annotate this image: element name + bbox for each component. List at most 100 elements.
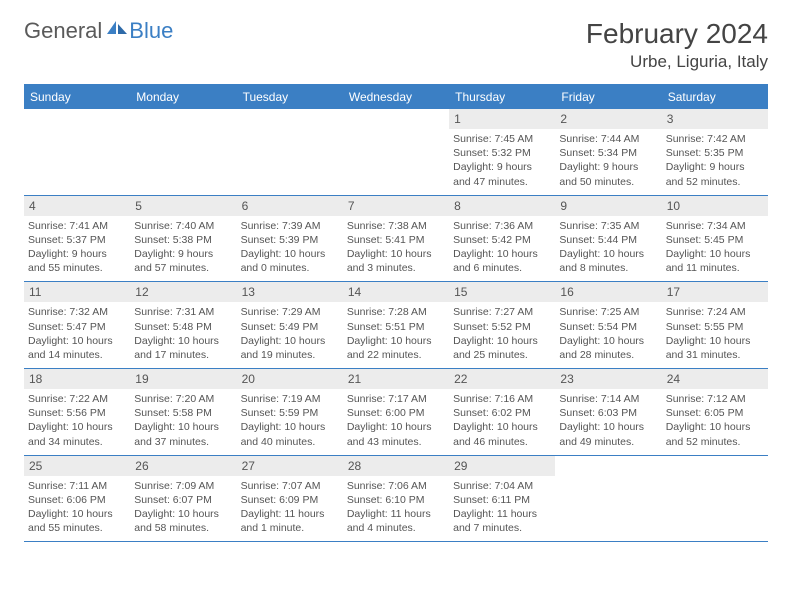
day-detail-line: Daylight: 9 hours <box>666 160 764 174</box>
day-detail-line: Daylight: 10 hours <box>559 247 657 261</box>
weekday-header: Sunday <box>24 86 130 109</box>
day-detail-line: Sunrise: 7:31 AM <box>134 305 232 319</box>
day-detail-line: Sunset: 6:09 PM <box>241 493 339 507</box>
day-detail-line: and 40 minutes. <box>241 435 339 449</box>
day-detail-line: Sunset: 5:51 PM <box>347 320 445 334</box>
day-number: 7 <box>343 196 449 216</box>
calendar-day-cell <box>555 456 661 542</box>
day-detail-line: Daylight: 10 hours <box>666 334 764 348</box>
day-detail-line: and 25 minutes. <box>453 348 551 362</box>
day-detail-line: Sunset: 6:03 PM <box>559 406 657 420</box>
calendar-day-cell: 5Sunrise: 7:40 AMSunset: 5:38 PMDaylight… <box>130 196 236 282</box>
calendar-day-cell <box>130 109 236 195</box>
calendar-day-cell: 15Sunrise: 7:27 AMSunset: 5:52 PMDayligh… <box>449 282 555 368</box>
day-detail-line: and 49 minutes. <box>559 435 657 449</box>
weekday-header: Saturday <box>662 86 768 109</box>
day-detail-line: and 50 minutes. <box>559 175 657 189</box>
calendar-day-cell: 21Sunrise: 7:17 AMSunset: 6:00 PMDayligh… <box>343 369 449 455</box>
day-detail-line: Sunset: 6:06 PM <box>28 493 126 507</box>
day-number: 18 <box>24 369 130 389</box>
day-detail-line: Sunrise: 7:36 AM <box>453 219 551 233</box>
day-detail-line: Daylight: 10 hours <box>666 247 764 261</box>
day-detail-line: and 3 minutes. <box>347 261 445 275</box>
day-number: 19 <box>130 369 236 389</box>
day-detail-line: Daylight: 10 hours <box>28 334 126 348</box>
calendar-day-cell: 1Sunrise: 7:45 AMSunset: 5:32 PMDaylight… <box>449 109 555 195</box>
day-detail-line: Sunrise: 7:25 AM <box>559 305 657 319</box>
calendar-day-cell: 23Sunrise: 7:14 AMSunset: 6:03 PMDayligh… <box>555 369 661 455</box>
day-number: 29 <box>449 456 555 476</box>
day-number: 28 <box>343 456 449 476</box>
day-detail-line: Sunrise: 7:27 AM <box>453 305 551 319</box>
day-detail-line: Sunrise: 7:40 AM <box>134 219 232 233</box>
day-detail-line: Daylight: 10 hours <box>453 420 551 434</box>
weekday-header: Thursday <box>449 86 555 109</box>
day-detail-line: Sunset: 5:37 PM <box>28 233 126 247</box>
day-detail-line: and 1 minute. <box>241 521 339 535</box>
day-detail-line: and 57 minutes. <box>134 261 232 275</box>
day-detail-line: Daylight: 10 hours <box>559 334 657 348</box>
calendar-day-cell: 17Sunrise: 7:24 AMSunset: 5:55 PMDayligh… <box>662 282 768 368</box>
day-detail-line: Sunset: 5:54 PM <box>559 320 657 334</box>
day-detail-line: Sunrise: 7:14 AM <box>559 392 657 406</box>
day-detail-line: and 8 minutes. <box>559 261 657 275</box>
day-number: 11 <box>24 282 130 302</box>
day-detail-line: and 31 minutes. <box>666 348 764 362</box>
day-detail-line: Daylight: 11 hours <box>241 507 339 521</box>
day-number: 2 <box>555 109 661 129</box>
day-detail-line: Daylight: 10 hours <box>28 507 126 521</box>
weekday-header: Monday <box>130 86 236 109</box>
calendar-day-cell: 22Sunrise: 7:16 AMSunset: 6:02 PMDayligh… <box>449 369 555 455</box>
day-detail-line: Daylight: 10 hours <box>241 420 339 434</box>
day-detail-line: Sunrise: 7:34 AM <box>666 219 764 233</box>
day-detail-line: Sunrise: 7:09 AM <box>134 479 232 493</box>
calendar-week-row: 25Sunrise: 7:11 AMSunset: 6:06 PMDayligh… <box>24 456 768 543</box>
day-detail-line: Sunrise: 7:44 AM <box>559 132 657 146</box>
day-detail-line: and 37 minutes. <box>134 435 232 449</box>
weekday-header: Friday <box>555 86 661 109</box>
day-detail-line: Sunset: 6:11 PM <box>453 493 551 507</box>
day-detail-line: Daylight: 9 hours <box>559 160 657 174</box>
day-detail-line: and 52 minutes. <box>666 175 764 189</box>
day-detail-line: Sunrise: 7:42 AM <box>666 132 764 146</box>
calendar-day-cell: 18Sunrise: 7:22 AMSunset: 5:56 PMDayligh… <box>24 369 130 455</box>
day-detail-line: Daylight: 10 hours <box>347 247 445 261</box>
brand-logo: General Blue <box>24 18 173 44</box>
day-detail-line: Daylight: 9 hours <box>453 160 551 174</box>
day-number: 14 <box>343 282 449 302</box>
day-detail-line: and 7 minutes. <box>453 521 551 535</box>
day-detail-line: and 55 minutes. <box>28 521 126 535</box>
day-number: 26 <box>130 456 236 476</box>
day-detail-line: Daylight: 10 hours <box>134 420 232 434</box>
day-detail-line: and 28 minutes. <box>559 348 657 362</box>
day-detail-line: Sunset: 5:45 PM <box>666 233 764 247</box>
day-detail-line: Sunset: 5:58 PM <box>134 406 232 420</box>
location-subtitle: Urbe, Liguria, Italy <box>586 52 768 72</box>
calendar-day-cell: 14Sunrise: 7:28 AMSunset: 5:51 PMDayligh… <box>343 282 449 368</box>
calendar-day-cell <box>662 456 768 542</box>
day-detail-line: Sunset: 5:55 PM <box>666 320 764 334</box>
day-detail-line: Sunrise: 7:24 AM <box>666 305 764 319</box>
brand-sail-icon <box>107 20 127 41</box>
day-detail-line: Sunrise: 7:20 AM <box>134 392 232 406</box>
day-detail-line: Daylight: 10 hours <box>134 507 232 521</box>
day-detail-line: and 11 minutes. <box>666 261 764 275</box>
day-detail-line: and 14 minutes. <box>28 348 126 362</box>
day-detail-line: Sunrise: 7:19 AM <box>241 392 339 406</box>
day-detail-line: Daylight: 10 hours <box>666 420 764 434</box>
day-number: 3 <box>662 109 768 129</box>
day-detail-line: Sunrise: 7:45 AM <box>453 132 551 146</box>
day-detail-line: Sunset: 5:39 PM <box>241 233 339 247</box>
weekday-header-row: SundayMondayTuesdayWednesdayThursdayFrid… <box>24 86 768 109</box>
day-detail-line: Sunset: 5:41 PM <box>347 233 445 247</box>
day-detail-line: and 19 minutes. <box>241 348 339 362</box>
day-detail-line: Sunset: 5:38 PM <box>134 233 232 247</box>
calendar-day-cell: 25Sunrise: 7:11 AMSunset: 6:06 PMDayligh… <box>24 456 130 542</box>
day-detail-line: Daylight: 10 hours <box>241 334 339 348</box>
day-detail-line: Sunrise: 7:28 AM <box>347 305 445 319</box>
day-number: 4 <box>24 196 130 216</box>
calendar-day-cell: 11Sunrise: 7:32 AMSunset: 5:47 PMDayligh… <box>24 282 130 368</box>
day-detail-line: Sunset: 5:48 PM <box>134 320 232 334</box>
calendar-day-cell: 13Sunrise: 7:29 AMSunset: 5:49 PMDayligh… <box>237 282 343 368</box>
day-detail-line: Sunrise: 7:35 AM <box>559 219 657 233</box>
